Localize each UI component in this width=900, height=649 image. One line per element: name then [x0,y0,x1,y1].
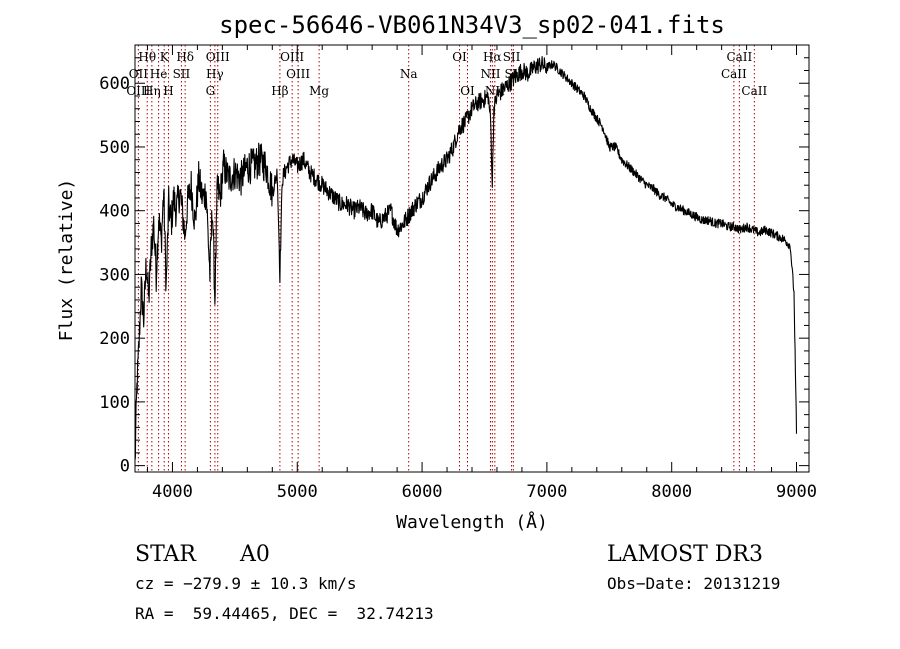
object-class: STAR [135,542,197,567]
line-marker-label: He [150,67,168,81]
y-axis-ticks: 0 100 200 300 400 500 600 [99,57,809,477]
line-marker-label: CaII [726,50,752,64]
spectrum-line [134,56,798,461]
x-axis-label: Wavelength (Å) [396,511,548,533]
x-tick-label: 6000 [402,482,443,502]
line-marker-label: Hδ [176,50,194,64]
line-marker-label: Hγ [206,67,224,81]
x-tick-label: 8000 [651,482,692,502]
line-marker-label: CaII [741,84,767,98]
line-marker-label: Hη [143,84,161,98]
survey-name: LAMOST DR3 [607,542,763,567]
y-axis-label: Flux (relative) [56,179,77,342]
line-marker-label: K [160,50,170,64]
line-marker-label: Hβ [271,84,288,98]
line-marker-label: H [163,84,173,98]
x-axis-ticks: 4000 5000 6000 7000 8000 9000 [146,45,817,502]
redshift-cz: cz = −279.9 ± 10.3 km/s [135,574,357,593]
observation-date: Obs−Date: 20131219 [607,574,780,593]
line-marker-label: OI [460,84,475,98]
y-tick-label: 400 [99,202,130,222]
y-tick-label: 100 [99,393,130,413]
line-marker-label: Hα [483,50,502,64]
line-marker-label: Mg [309,84,329,98]
y-tick-label: 500 [99,138,130,158]
x-tick-label: 5000 [277,482,318,502]
object-subclass: A0 [239,542,270,567]
chart-title: spec-56646-VB061N34V3_sp02-041.fits [219,11,725,39]
line-marker-label: OIII [206,50,230,64]
line-marker-label: CaII [721,67,747,81]
line-marker-label: Hθ [138,50,156,64]
line-markers [137,45,755,472]
coordinates: RA = 59.44465, DEC = 32.74213 [135,604,434,623]
line-marker-label: SII [503,50,521,64]
y-tick-label: 300 [99,265,130,285]
y-tick-label: 600 [99,74,130,94]
line-marker-label: SII [173,67,191,81]
line-marker-label: OIII [286,67,310,81]
line-marker-label: G [206,84,216,98]
line-marker-label: NII [480,67,500,81]
y-tick-label: 0 [120,457,130,477]
x-tick-label: 7000 [526,482,567,502]
x-tick-label: 9000 [776,482,817,502]
line-marker-label: OI [452,50,467,64]
line-marker-label: OIII [280,50,304,64]
line-marker-label: OII [129,67,149,81]
line-marker-label: Na [400,67,418,81]
y-tick-label: 200 [99,329,130,349]
line-marker-label: OIII [126,84,150,98]
x-tick-label: 4000 [152,482,193,502]
